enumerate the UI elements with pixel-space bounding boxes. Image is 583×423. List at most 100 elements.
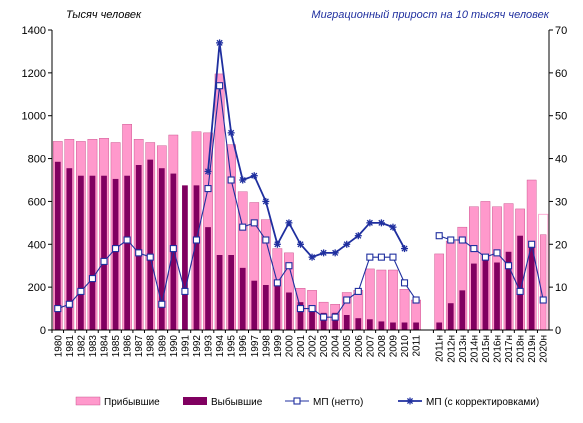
tick-label-x: 2005 [342, 335, 353, 358]
marker-mp-net [539, 296, 547, 304]
legend-label: МП (с корректировками) [426, 397, 539, 408]
bar-departures [158, 168, 165, 330]
bar-departures [216, 255, 223, 330]
bar-departures [66, 168, 73, 330]
tick-label-x: 1999 [273, 335, 284, 358]
marker-mp-adjusted [273, 240, 281, 248]
plot-area: 0 200 400 600 800 1000 1200 1400 0 10 20 30 40 50 60 70… [22, 25, 568, 363]
marker-mp-adjusted [401, 245, 409, 253]
tick-label-x: 1983 [88, 335, 99, 358]
tick-label-x: 2014н [469, 335, 480, 363]
tick-label-right: 60 [555, 68, 567, 80]
tick-label-right: 20 [555, 239, 567, 251]
marker-mp-adjusted [366, 219, 374, 227]
marker-mp-net [504, 262, 513, 270]
bar-departures [494, 262, 500, 330]
tick-label-x: 2000 [284, 335, 295, 358]
tick-label-x: 1984 [100, 335, 111, 358]
bar-departures [54, 161, 61, 330]
marker-mp-net [447, 236, 455, 244]
marker-mp-adjusted [204, 167, 212, 175]
bar-departures [135, 165, 142, 330]
marker-mp-adjusted [285, 219, 293, 227]
marker-mp-adjusted [308, 253, 316, 261]
bar-departures [355, 318, 362, 330]
bar-arrivals [376, 269, 387, 331]
bar-departures [193, 185, 200, 330]
bar-departures [459, 290, 466, 330]
bar-departures [205, 227, 211, 330]
tick-label-right: 0 [555, 325, 561, 337]
tick-label-x: 2017н [504, 335, 515, 363]
tick-label-x: 2019н [527, 335, 538, 363]
tick-label-x: 1985 [111, 335, 122, 358]
marker-mp-net [181, 287, 189, 295]
marker-mp-adjusted [216, 39, 224, 47]
marker-mp-net [77, 287, 85, 295]
marker-mp-adjusted [262, 197, 270, 205]
marker-mp-net [273, 279, 281, 287]
tick-label-x: 2011н [435, 335, 446, 362]
tick-label-x: 1997 [250, 335, 261, 358]
bar-departures [366, 319, 373, 330]
tick-label-right: 10 [555, 282, 567, 294]
marker-mp-adjusted [239, 176, 247, 184]
tick-label-x: 1998 [261, 335, 272, 358]
marker-mp-net [169, 245, 177, 253]
tick-label-left: 600 [28, 196, 46, 208]
bar-departures [447, 303, 454, 330]
marker-mp-net [308, 305, 316, 313]
bar-departures [517, 235, 523, 330]
bar-departures [378, 321, 385, 330]
tick-label-x: 1987 [134, 335, 145, 358]
bar-arrivals [434, 253, 445, 331]
marker-mp-net [320, 313, 328, 321]
marker-mp-net [285, 262, 293, 270]
tick-label-x: 2006 [354, 335, 365, 358]
legend: Прибывшие Выбывшие МП (нетто) МП (с коррект… [75, 396, 539, 408]
marker-mp-net [100, 257, 108, 265]
marker-mp-net [516, 287, 524, 295]
tick-label-left: 0 [40, 325, 46, 337]
marker-mp-net [112, 245, 120, 253]
tick-label-x: 2001 [296, 335, 307, 358]
bar-departures [286, 292, 292, 330]
marker-mp-adjusted [377, 219, 385, 227]
marker-mp-net [493, 249, 501, 257]
marker-mp-net [146, 253, 154, 261]
marker-mp-net [412, 296, 420, 304]
bar-departures [89, 175, 96, 330]
tick-label-left: 1400 [22, 25, 46, 37]
tick-label-x: 2007 [365, 335, 376, 358]
marker-mp-net [331, 313, 339, 321]
tick-label-x: 1995 [227, 335, 238, 358]
tick-label-left: 1200 [22, 68, 46, 80]
marker-mp-net [262, 236, 270, 244]
bar-departures [251, 280, 258, 330]
tick-label-x: 1991 [180, 335, 191, 358]
marker-mp-adjusted [320, 249, 328, 257]
marker-mp-net [400, 279, 409, 287]
legend-label: Выбывшие [211, 396, 263, 408]
tick-label-x: 1993 [204, 335, 215, 358]
marker-mp-net [377, 253, 385, 261]
bar-departures [343, 315, 350, 330]
marker-mp-adjusted [331, 249, 339, 257]
marker-mp-net [296, 305, 305, 313]
marker-mp-net [389, 253, 397, 261]
tick-label-x: 2010 [400, 335, 411, 358]
marker-mp-net [158, 300, 166, 308]
tick-label-x: 2004 [331, 335, 342, 358]
tick-label-right: 40 [555, 154, 567, 166]
bar-departures [239, 267, 246, 330]
marker-mp-net [65, 300, 73, 308]
bar-departures [274, 285, 281, 330]
legend-marker [406, 397, 414, 405]
tick-label-x: 2013н [458, 335, 469, 363]
bar-departures [320, 312, 327, 330]
tick-label-x: 2008 [377, 335, 388, 358]
tick-label-x: 2009 [388, 335, 399, 358]
tick-label-x: 1980 [53, 335, 64, 358]
bar-departures [401, 322, 408, 330]
tick-label-x: 2020н [539, 335, 550, 363]
